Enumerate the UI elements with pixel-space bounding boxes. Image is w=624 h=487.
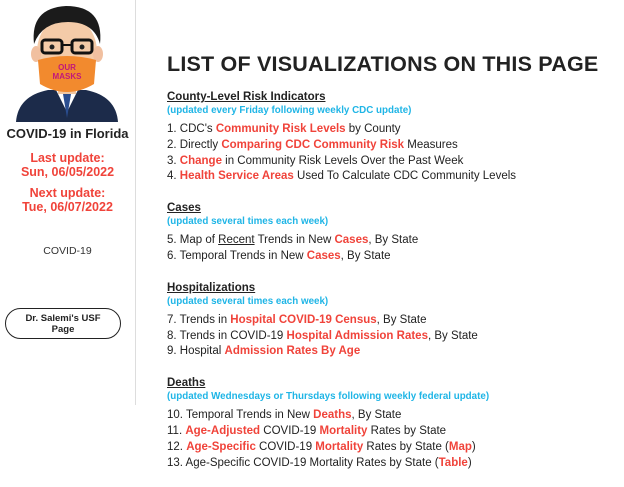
item-text: COVID-19 <box>260 424 320 437</box>
link[interactable]: Map <box>448 440 472 453</box>
list-item: 5. Map of Recent Trends in New Cases, By… <box>167 233 617 249</box>
item-text: Used To Calculate CDC Community Levels <box>293 170 517 183</box>
item-text: ) <box>471 440 476 453</box>
section-heading: Deaths <box>167 377 206 390</box>
link[interactable]: Age-Specific <box>186 440 256 453</box>
link[interactable]: Hospital COVID-19 Census <box>230 313 377 326</box>
section-note: (updated several times each week) <box>167 295 329 307</box>
link[interactable]: Community Risk Levels <box>215 123 346 135</box>
item-text: Trends in New <box>254 234 335 247</box>
section-note: (updated several times each week) <box>167 216 329 228</box>
list-item: 7. Trends in Hospital COVID-19 Census, B… <box>167 313 617 329</box>
item-text: , By State <box>376 313 427 326</box>
section-heading: County-Level Risk Indicators <box>167 91 326 103</box>
link[interactable]: Hospital Admission Rates <box>286 329 428 342</box>
item-text: Rates by State ( <box>363 440 449 453</box>
section: Deaths (updated Wednesdays or Thursdays f… <box>167 376 617 471</box>
page-title: LIST OF VISUALIZATIONS ON THIS PAGE <box>167 52 599 76</box>
location: COVID-19 in Florida <box>6 126 129 141</box>
section-note: (updated Wednesdays or Thursdays followi… <box>167 391 490 403</box>
item-text: in Community Risk Levels Over the Past W… <box>221 154 464 167</box>
item-text: 6. Temporal Trends in New <box>167 249 307 262</box>
item-text: 1. CDC's <box>167 123 216 135</box>
section: County-Level Risk Indicators (updated eve… <box>167 90 617 185</box>
link[interactable]: Admission Rates By Age <box>224 345 361 358</box>
item-text: Rates by State <box>367 424 447 437</box>
item-text: , By State <box>351 409 402 422</box>
link[interactable]: Health Service Areas <box>179 170 294 183</box>
list-item: 6. Temporal Trends in New Cases, By Stat… <box>167 249 617 265</box>
list-item: 2. Directly Comparing CDC Community Risk… <box>167 138 617 154</box>
item-text: 7. Trends in <box>167 313 231 326</box>
avatar: OUR MASKS <box>16 6 118 122</box>
svg-text:MASKS: MASKS <box>53 72 83 81</box>
link[interactable]: Mortality <box>315 440 364 453</box>
item-text: 11. <box>167 424 186 437</box>
list-item: 8. Trends in COVID-19 Hospital Admission… <box>167 329 617 345</box>
sidebar: OUR MASKS COVID-19 in Florida Last updat… <box>0 0 136 405</box>
last-update: Sun, 06/05/2022 <box>20 165 115 179</box>
link[interactable]: Mortality <box>319 424 368 437</box>
next-update: Tue, 06/07/2022 <box>22 200 113 214</box>
item-text: 10. Temporal Trends in New <box>167 409 314 422</box>
section-heading: Cases <box>167 202 201 215</box>
item-text: , By State <box>340 249 391 262</box>
item-text: 9. Hospital <box>167 345 225 358</box>
link[interactable]: Comparing CDC Community Risk <box>221 138 405 151</box>
link[interactable]: Deaths <box>313 409 352 422</box>
item-text: 8. Trends in COVID-19 <box>167 329 287 342</box>
item-text: , By State <box>427 329 478 342</box>
item-text: , By State <box>368 234 419 247</box>
list-item: 3. Change in Community Risk Levels Over … <box>167 154 617 170</box>
item-text: 12. <box>167 440 187 453</box>
section: Cases (updated several times each week) 5.… <box>167 201 617 265</box>
section-heading: Hospitalizations <box>167 281 256 294</box>
list-item: 1. CDC's Community Risk Levels by County <box>167 122 617 138</box>
item-text: by County <box>345 123 401 135</box>
item-text: 3. <box>167 154 180 167</box>
main: LIST OF VISUALIZATIONS ON THIS PAGE Coun… <box>167 50 617 487</box>
link[interactable]: Cases <box>334 234 369 247</box>
item-text: 5. Map of <box>167 234 219 247</box>
list-item: 4. Health Service Areas Used To Calculat… <box>167 169 617 185</box>
list-item: 9. Hospital Admission Rates By Age <box>167 344 617 360</box>
link[interactable]: Table <box>438 456 468 469</box>
next-update-label: Next update: <box>29 186 106 200</box>
list-item: 12. Age-Specific COVID-19 Mortality Rate… <box>167 440 617 456</box>
last-update-label: Last update: <box>30 151 105 165</box>
link[interactable]: Age-Adjusted <box>185 424 261 437</box>
item-text: ) <box>467 456 472 469</box>
section: Hospitalizations (updated several times e… <box>167 281 617 360</box>
tag: COVID-19 <box>43 245 92 257</box>
list-item: 13. Age-Specific COVID-19 Mortality Rate… <box>167 456 617 472</box>
item-text: Measures <box>404 138 458 151</box>
list-item: 10. Temporal Trends in New Deaths, By St… <box>167 408 617 424</box>
link[interactable]: Change <box>179 154 222 167</box>
item-text: 4. <box>167 170 180 183</box>
item-text: 13. Age-Specific COVID-19 Mortality Rate… <box>167 456 439 469</box>
link[interactable]: Cases <box>306 249 341 262</box>
item-text: COVID-19 <box>255 440 316 453</box>
page-button[interactable]: Dr. Salemi's USF Page <box>5 308 121 339</box>
item-text: Recent <box>218 234 255 247</box>
list-item: 11. Age-Adjusted COVID-19 Mortality Rate… <box>167 424 617 440</box>
item-text: 2. Directly <box>167 138 222 151</box>
svg-text:OUR: OUR <box>58 63 76 72</box>
section-note: (updated every Friday following weekly C… <box>167 105 412 116</box>
